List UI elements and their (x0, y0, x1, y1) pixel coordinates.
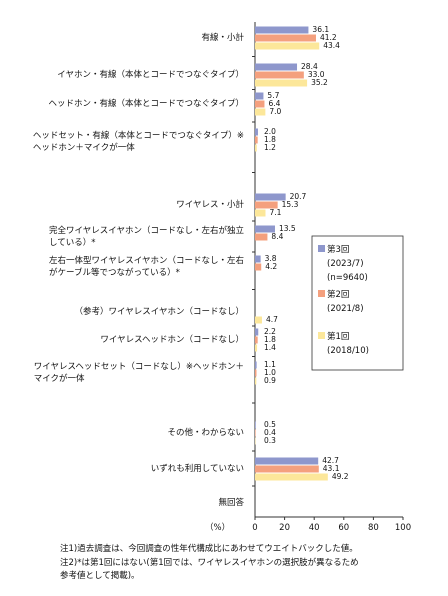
category-label: ヘッドホン・有線（本体とコードでつなぐタイプ） (48, 99, 244, 109)
value-label: 8.4 (271, 232, 284, 241)
x-axis-label: （%） (205, 523, 231, 533)
bar (255, 473, 328, 481)
value-label: 1.0 (264, 368, 276, 377)
category-label: 左右一体型ワイヤレスイヤホン（コードなし・左右 がケーブル等でつながっている）* (49, 256, 244, 278)
note: 注1)過去調査は、今回調査の性年代構成比にあわせてウエイトバックした値。 (60, 544, 358, 554)
x-tick-label: 20 (279, 523, 290, 533)
value-label: 2.2 (264, 327, 276, 336)
category-label: ワイヤレスヘッドホン（コードなし） (100, 335, 244, 345)
bar (255, 233, 268, 241)
value-label: 0.3 (264, 436, 276, 445)
bar (255, 108, 266, 116)
category-label: ヘッドセット・有線（本体とコードでつなぐタイプ）※ ヘッドホン＋マイクが一体 (32, 131, 244, 153)
bar (255, 369, 257, 377)
bar (255, 344, 258, 352)
x-tick-label: 40 (308, 523, 320, 533)
value-label: 1.2 (264, 143, 276, 152)
value-label: 6.4 (268, 99, 281, 108)
x-tick-label: 100 (394, 523, 412, 533)
value-label: 3.8 (264, 254, 277, 263)
category-label: その他・わからない (167, 428, 244, 438)
bar (255, 421, 256, 429)
legend-box (311, 235, 404, 371)
bar (255, 26, 309, 34)
value-label: 41.2 (319, 33, 337, 42)
bar (255, 209, 266, 217)
legend-swatch (318, 332, 325, 339)
bar (255, 71, 304, 79)
category-label: ワイヤレスヘッドセット（コードなし）※ヘッドホン＋ マイクが一体 (33, 362, 244, 384)
bar (255, 63, 298, 71)
value-label: 0.4 (264, 428, 276, 437)
x-tick-label: 60 (338, 523, 350, 533)
bar (255, 429, 256, 437)
value-label: 7.1 (269, 208, 282, 217)
value-label: 49.2 (331, 472, 349, 481)
bar (255, 361, 257, 369)
bar (255, 136, 258, 144)
legend-label: 第2回 (2021/8) (327, 290, 364, 314)
bar (255, 201, 278, 209)
bar (255, 144, 257, 152)
value-label: 33.0 (307, 70, 325, 79)
value-label: 42.7 (322, 456, 339, 465)
value-label: 20.7 (289, 192, 307, 201)
legend-swatch (318, 245, 325, 252)
bar (255, 465, 319, 473)
bar (255, 42, 320, 50)
value-label: 0.9 (264, 376, 276, 385)
value-label: 2.0 (264, 127, 276, 136)
category-label: いずれも利用していない (150, 464, 244, 474)
category-label: イヤホン・有線（本体とコードでつなぐタイプ） (57, 70, 244, 80)
bar (255, 255, 261, 263)
bar (255, 377, 257, 385)
x-tick-label: 0 (252, 523, 258, 533)
bar (255, 328, 259, 336)
bar (255, 316, 262, 324)
value-label: 15.3 (281, 200, 299, 209)
category-label: 無回答 (218, 498, 244, 508)
bar (255, 457, 319, 465)
category-label: 完全ワイヤレスイヤホン（コードなし・左右が独立 している）* (49, 226, 244, 248)
bar (255, 79, 308, 87)
value-label: 1.8 (264, 335, 276, 344)
value-label: 43.4 (323, 41, 340, 50)
value-label: 43.1 (322, 464, 340, 473)
category-label: ワイヤレス・小計 (176, 200, 244, 210)
category-label: 有線・小計 (201, 33, 244, 43)
value-label: 36.1 (312, 25, 330, 34)
bar (255, 263, 262, 271)
x-tick-label: 80 (367, 523, 379, 533)
note: 注2)*は第1回にはない(第1回では、ワイヤレスイヤホンの選択肢が異なるため 参… (60, 558, 359, 581)
bar (255, 225, 275, 233)
bar (255, 34, 316, 42)
value-label: 0.5 (264, 420, 276, 429)
value-label: 1.1 (264, 360, 276, 369)
value-label: 1.8 (264, 135, 276, 144)
bar (255, 193, 286, 201)
bar (255, 128, 258, 136)
legend-label: 第1回 (2018/10) (327, 332, 369, 356)
bar (255, 92, 264, 100)
value-label: 28.4 (301, 62, 318, 71)
value-label: 35.2 (311, 78, 328, 87)
value-label: 4.7 (265, 315, 278, 324)
legend-label: 第3回 (2023/7) (n=9640) (327, 245, 368, 283)
category-label: （参考）ワイヤレスイヤホン（コードなし） (74, 307, 245, 317)
bar (255, 336, 258, 344)
value-label: 7.0 (269, 107, 282, 116)
value-label: 13.5 (278, 224, 296, 233)
bar (255, 100, 265, 108)
legend-swatch (318, 290, 325, 297)
value-label: 5.7 (267, 91, 280, 100)
value-label: 4.2 (265, 262, 278, 271)
value-label: 1.4 (264, 343, 276, 352)
